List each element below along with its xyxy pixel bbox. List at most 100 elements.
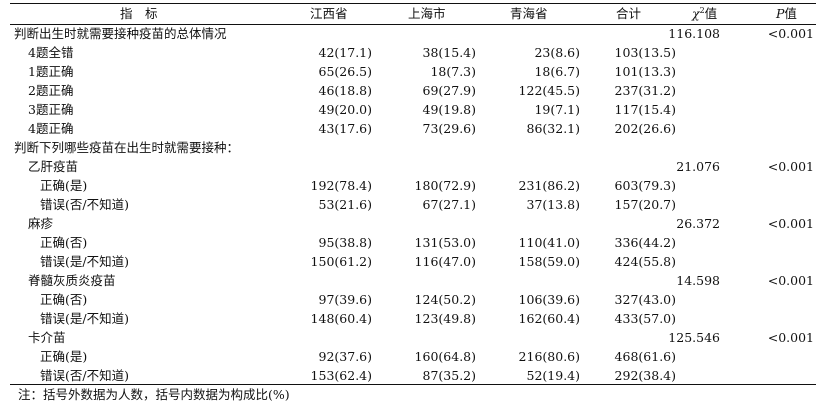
cell-qinghai: 162(60.4) — [518, 311, 580, 326]
table-body: 判断出生时就需要接种疫苗的总体情况 116.108 <0.001 4题全错 42(17.… — [10, 24, 816, 385]
cell-shanghai: 116(47.0) — [414, 254, 476, 269]
table-row: 4题全错 42(17.1) 38(15.4) 23(8.6) 103(13.5) — [10, 43, 816, 62]
header-total: 合计 — [616, 6, 642, 21]
row-label: 4题正确 — [28, 121, 74, 136]
header-p-value: P值 — [776, 3, 797, 24]
table-row: 判断下列哪些疫苗在出生时就需要接种： — [10, 138, 816, 157]
header-indicator: 指 标 — [120, 6, 158, 21]
row-label: 乙肝疫苗 — [28, 159, 79, 174]
row-label: 4题全错 — [28, 45, 74, 60]
row-label: 3题正确 — [28, 102, 74, 117]
cell-jiangxi: 92(37.6) — [318, 349, 373, 364]
cell-total: 327(43.0) — [614, 292, 676, 307]
cell-shanghai: 49(19.8) — [422, 102, 477, 117]
table-row: 正确(否) 97(39.6) 124(50.2) 106(39.6) 327(43.0) — [10, 290, 816, 309]
cell-shanghai: 131(53.0) — [414, 235, 476, 250]
table-row: 麻疹 26.372 <0.001 — [10, 214, 816, 233]
cell-qinghai: 19(7.1) — [534, 102, 580, 117]
cell-jiangxi: 97(39.6) — [318, 292, 373, 307]
cell-shanghai: 38(15.4) — [422, 45, 477, 60]
table-row: 3题正确 49(20.0) 49(19.8) 19(7.1) 117(15.4) — [10, 100, 816, 119]
cell-jiangxi: 65(26.5) — [318, 64, 373, 79]
cell-shanghai: 160(64.8) — [414, 349, 476, 364]
cell-total: 433(57.0) — [614, 311, 676, 326]
cell-shanghai: 180(72.9) — [414, 178, 476, 193]
cell-qinghai: 23(8.6) — [534, 45, 580, 60]
cell-qinghai: 18(6.7) — [534, 64, 580, 79]
cell-chi-square: 125.546 — [668, 330, 720, 345]
cell-jiangxi: 95(38.8) — [318, 235, 373, 250]
cell-shanghai: 87(35.2) — [422, 368, 477, 383]
p-suffix: 值 — [784, 6, 797, 21]
row-label: 错误(是/不知道) — [40, 311, 129, 326]
table-top-rule — [10, 3, 816, 5]
cell-shanghai: 124(50.2) — [414, 292, 476, 307]
cell-jiangxi: 153(62.4) — [310, 368, 372, 383]
data-table: 指 标 江西省 上海市 青海省 合计 χ2值 P值 判断出生时就需要接种疫苗的总… — [10, 3, 816, 385]
header-qinghai: 青海省 — [510, 6, 548, 21]
cell-jiangxi: 46(18.8) — [318, 83, 373, 98]
cell-shanghai: 73(29.6) — [422, 121, 477, 136]
cell-shanghai: 69(27.9) — [422, 83, 477, 98]
cell-total: 202(26.6) — [614, 121, 676, 136]
row-label: 1题正确 — [28, 64, 74, 79]
cell-shanghai: 123(49.8) — [414, 311, 476, 326]
cell-p-value: <0.001 — [767, 26, 814, 41]
row-label: 判断出生时就需要接种疫苗的总体情况 — [14, 26, 227, 41]
table-row: 错误(否/不知道) 53(21.6) 67(27.1) 37(13.8) 157(20.… — [10, 195, 816, 214]
cell-total: 424(55.8) — [614, 254, 676, 269]
row-label: 错误(否/不知道) — [40, 197, 129, 212]
table-header-rule — [10, 24, 816, 25]
table-bottom-rule — [10, 384, 816, 386]
cell-chi-square: 14.598 — [676, 273, 720, 288]
cell-chi-square: 26.372 — [676, 216, 720, 231]
cell-jiangxi: 43(17.6) — [318, 121, 373, 136]
cell-jiangxi: 53(21.6) — [318, 197, 373, 212]
cell-jiangxi: 49(20.0) — [318, 102, 373, 117]
row-label: 卡介苗 — [28, 330, 66, 345]
cell-chi-square: 21.076 — [676, 159, 720, 174]
cell-total: 603(79.3) — [614, 178, 676, 193]
cell-jiangxi: 42(17.1) — [318, 45, 373, 60]
cell-jiangxi: 148(60.4) — [310, 311, 372, 326]
table-row: 正确(是) 192(78.4) 180(72.9) 231(86.2) 603(79.3… — [10, 176, 816, 195]
table-header-row: 指 标 江西省 上海市 青海省 合计 χ2值 P值 — [10, 3, 816, 24]
table-row: 判断出生时就需要接种疫苗的总体情况 116.108 <0.001 — [10, 24, 816, 43]
cell-total: 101(13.3) — [614, 64, 676, 79]
row-label: 判断下列哪些疫苗在出生时就需要接种： — [14, 140, 240, 155]
cell-qinghai: 231(86.2) — [518, 178, 580, 193]
cell-qinghai: 122(45.5) — [518, 83, 580, 98]
cell-total: 103(13.5) — [614, 45, 676, 60]
cell-total: 237(31.2) — [614, 83, 676, 98]
chi-symbol: χ — [692, 6, 700, 21]
cell-total: 468(61.6) — [614, 349, 676, 364]
cell-p-value: <0.001 — [767, 330, 814, 345]
cell-qinghai: 110(41.0) — [518, 235, 580, 250]
cell-total: 117(15.4) — [614, 102, 676, 117]
row-label: 正确(否) — [40, 235, 88, 250]
cell-qinghai: 52(19.4) — [526, 368, 581, 383]
cell-jiangxi: 150(61.2) — [310, 254, 372, 269]
table-footnote: 注：括号外数据为人数，括号内数据为构成比(%) — [18, 387, 290, 402]
row-label: 错误(否/不知道) — [40, 368, 129, 383]
cell-qinghai: 37(13.8) — [526, 197, 581, 212]
row-label: 脊髓灰质炎疫苗 — [28, 273, 116, 288]
cell-p-value: <0.001 — [767, 216, 814, 231]
cell-p-value: <0.001 — [767, 273, 814, 288]
cell-total: 336(44.2) — [614, 235, 676, 250]
cell-shanghai: 67(27.1) — [422, 197, 477, 212]
cell-total: 292(38.4) — [614, 368, 676, 383]
cell-p-value: <0.001 — [767, 159, 814, 174]
table-row: 卡介苗 125.546 <0.001 — [10, 328, 816, 347]
cell-jiangxi: 192(78.4) — [310, 178, 372, 193]
cell-qinghai: 106(39.6) — [518, 292, 580, 307]
row-label: 正确(否) — [40, 292, 88, 307]
table-row: 正确(是) 92(37.6) 160(64.8) 216(80.6) 468(61.6) — [10, 347, 816, 366]
table-row: 乙肝疫苗 21.076 <0.001 — [10, 157, 816, 176]
table-row: 正确(否) 95(38.8) 131(53.0) 110(41.0) 336(44.2) — [10, 233, 816, 252]
header-shanghai: 上海市 — [408, 6, 446, 21]
table-row: 错误(是/不知道) 150(61.2) 116(47.0) 158(59.0) 424(… — [10, 252, 816, 271]
table-row: 4题正确 43(17.6) 73(29.6) 86(32.1) 202(26.6) — [10, 119, 816, 138]
row-label: 正确(是) — [40, 178, 88, 193]
cell-shanghai: 18(7.3) — [430, 64, 476, 79]
